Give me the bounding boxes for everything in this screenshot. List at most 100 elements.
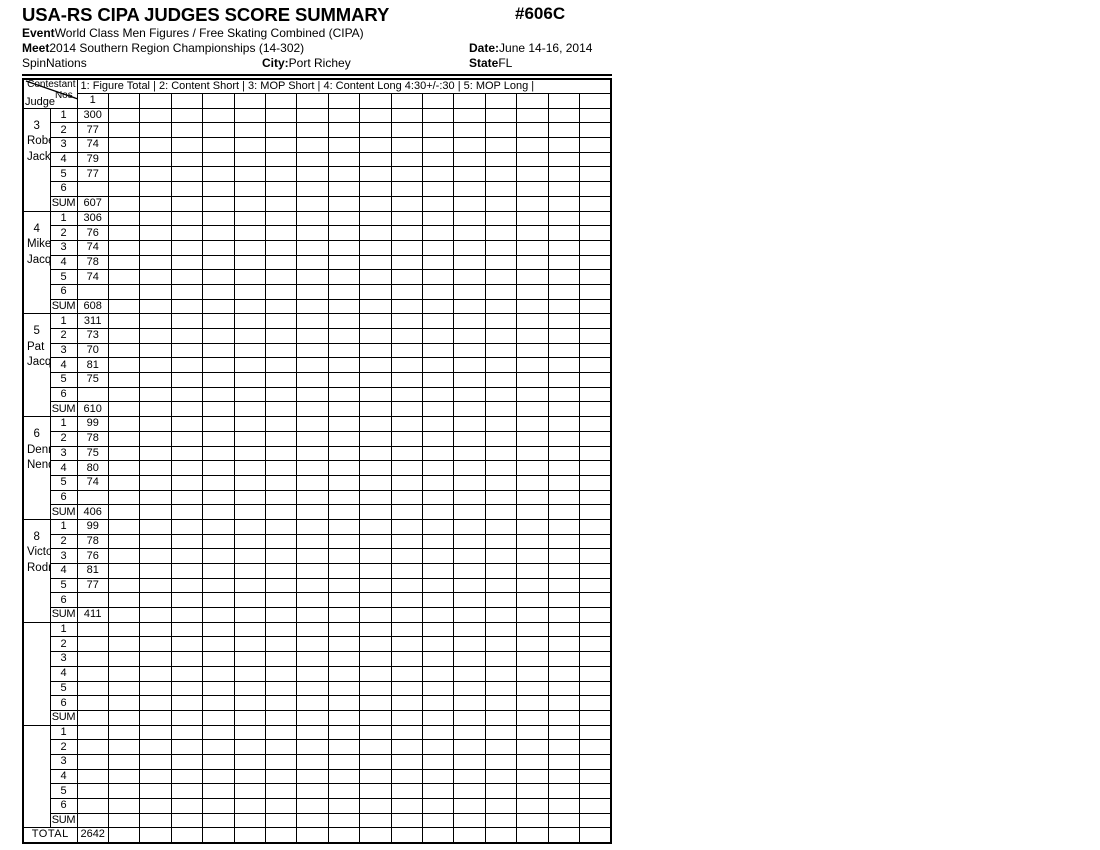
judge-sum-cell[interactable] xyxy=(579,195,612,212)
total-value-cell[interactable] xyxy=(233,827,266,844)
judge-sum-cell[interactable] xyxy=(390,401,423,418)
score-cell[interactable] xyxy=(139,181,172,197)
score-cell[interactable] xyxy=(233,651,266,667)
score-cell[interactable] xyxy=(390,474,423,491)
score-cell[interactable] xyxy=(202,210,235,227)
score-cell[interactable] xyxy=(359,328,392,344)
judge-sum-cell[interactable] xyxy=(264,401,298,418)
score-cell[interactable] xyxy=(264,724,298,741)
judge-sum-cell[interactable] xyxy=(579,504,612,520)
score-cell[interactable] xyxy=(202,430,235,447)
score-cell[interactable] xyxy=(516,430,549,447)
score-cell[interactable] xyxy=(107,592,141,609)
score-cell[interactable] xyxy=(202,137,235,153)
score-cell[interactable] xyxy=(202,577,235,594)
score-cell[interactable] xyxy=(202,328,235,344)
score-cell[interactable] xyxy=(359,665,392,682)
score-cell[interactable] xyxy=(139,430,172,447)
score-cell[interactable] xyxy=(579,166,612,183)
contestant-number-cell[interactable] xyxy=(390,93,423,109)
score-cell[interactable] xyxy=(359,137,392,153)
score-cell[interactable] xyxy=(421,445,455,462)
score-cell[interactable] xyxy=(421,518,455,535)
score-cell[interactable] xyxy=(202,753,235,770)
judge-sum-cell[interactable] xyxy=(516,504,549,520)
judge-sum-cell[interactable] xyxy=(139,298,172,315)
score-cell[interactable] xyxy=(233,460,266,476)
score-cell[interactable] xyxy=(579,445,612,462)
contestant-number-cell[interactable] xyxy=(516,93,549,109)
score-cell[interactable] xyxy=(547,489,581,506)
score-cell[interactable] xyxy=(579,313,612,329)
score-cell[interactable] xyxy=(170,680,204,697)
total-value-cell[interactable] xyxy=(327,827,361,844)
score-cell[interactable] xyxy=(264,753,298,770)
score-cell[interactable] xyxy=(170,239,204,256)
score-cell[interactable]: 76 xyxy=(76,225,109,241)
score-cell[interactable] xyxy=(390,724,423,741)
score-cell[interactable] xyxy=(139,357,172,374)
judge-sum-cell[interactable] xyxy=(390,504,423,520)
score-cell[interactable] xyxy=(296,181,329,197)
score-cell[interactable] xyxy=(359,239,392,256)
score-cell[interactable] xyxy=(421,665,455,682)
judge-sum-cell[interactable] xyxy=(233,195,266,212)
score-cell[interactable] xyxy=(579,798,612,814)
score-cell[interactable] xyxy=(359,416,392,432)
score-cell[interactable]: 79 xyxy=(76,151,109,168)
score-cell[interactable] xyxy=(547,651,581,667)
score-cell[interactable] xyxy=(233,239,266,256)
score-cell[interactable] xyxy=(453,665,486,682)
score-cell[interactable] xyxy=(170,533,204,550)
judge-sum-cell[interactable] xyxy=(484,812,518,829)
score-cell[interactable] xyxy=(516,283,549,300)
score-cell[interactable] xyxy=(170,753,204,770)
score-cell[interactable] xyxy=(202,489,235,506)
score-cell[interactable] xyxy=(453,254,486,271)
score-cell[interactable] xyxy=(453,518,486,535)
score-cell[interactable] xyxy=(516,107,549,124)
score-cell[interactable] xyxy=(390,254,423,271)
score-cell[interactable] xyxy=(516,548,549,564)
score-cell[interactable] xyxy=(453,445,486,462)
contestant-number-cell[interactable] xyxy=(547,93,581,109)
score-cell[interactable] xyxy=(327,739,361,755)
score-cell[interactable] xyxy=(484,548,518,564)
score-cell[interactable] xyxy=(264,460,298,476)
score-cell[interactable] xyxy=(202,313,235,329)
judge-sum-cell[interactable] xyxy=(202,298,235,315)
judge-sum-cell[interactable] xyxy=(170,401,204,418)
score-cell[interactable] xyxy=(516,563,549,579)
score-cell[interactable] xyxy=(107,328,141,344)
score-cell[interactable] xyxy=(359,783,392,799)
score-cell[interactable] xyxy=(516,210,549,227)
score-cell[interactable] xyxy=(579,577,612,594)
judge-sum-cell[interactable] xyxy=(170,195,204,212)
score-cell[interactable] xyxy=(264,254,298,271)
score-cell[interactable] xyxy=(359,695,392,711)
score-cell[interactable] xyxy=(296,445,329,462)
judge-sum-cell[interactable] xyxy=(516,812,549,829)
score-cell[interactable] xyxy=(327,636,361,653)
score-cell[interactable] xyxy=(107,695,141,711)
score-cell[interactable] xyxy=(453,533,486,550)
score-cell[interactable] xyxy=(233,474,266,491)
judge-identity-cell[interactable]: 3 Roberta Jackson xyxy=(22,107,51,212)
score-cell[interactable] xyxy=(76,636,109,653)
score-cell[interactable] xyxy=(139,533,172,550)
score-cell[interactable] xyxy=(579,460,612,476)
score-cell[interactable] xyxy=(453,563,486,579)
score-cell[interactable] xyxy=(484,665,518,682)
judge-sum-cell[interactable] xyxy=(296,504,329,520)
score-cell[interactable] xyxy=(107,621,141,638)
score-cell[interactable] xyxy=(421,283,455,300)
contestant-number-cell[interactable] xyxy=(233,93,266,109)
score-cell[interactable] xyxy=(390,460,423,476)
score-cell[interactable] xyxy=(107,269,141,285)
score-cell[interactable] xyxy=(453,753,486,770)
score-cell[interactable] xyxy=(579,474,612,491)
score-cell[interactable] xyxy=(170,107,204,124)
judge-sum-cell[interactable] xyxy=(579,812,612,829)
score-cell[interactable] xyxy=(170,695,204,711)
score-cell[interactable] xyxy=(390,783,423,799)
